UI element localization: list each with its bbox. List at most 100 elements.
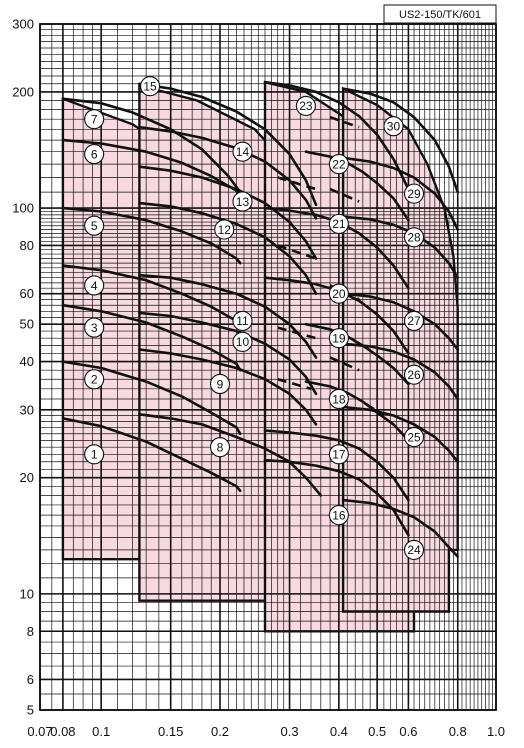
- curve-label-30: 30: [383, 116, 404, 137]
- curve-8: [138, 413, 323, 497]
- y-tick-label-3: 10: [20, 586, 34, 601]
- x-tick-labels: 0.070.08 0.1 0.15 0.2 0.3 0.4 0.5 0.6 0.8 1.0: [27, 724, 505, 739]
- x-tick-label-7: 0.5: [368, 724, 386, 739]
- curve-label-circle-17: [328, 444, 349, 465]
- operating-regions: [61, 80, 459, 633]
- curve-label-text-4: 4: [91, 279, 98, 293]
- curve-label-circle-21: [328, 213, 349, 234]
- model-label-box: US2-150/TK/601: [383, 4, 497, 24]
- curve-label-circle-26: [403, 364, 425, 385]
- curve-1: [61, 417, 242, 493]
- curve-24: [341, 498, 459, 558]
- curve-label-18: 18: [328, 388, 349, 410]
- y-tick-label-0: 5: [27, 703, 34, 718]
- curve-label-text-16: 16: [332, 508, 346, 522]
- curve-label-16: 16: [328, 505, 349, 526]
- dashed-segment-6: [329, 187, 360, 203]
- curve-label-7: 7: [84, 109, 105, 130]
- curve-7: [61, 97, 242, 194]
- x-tick-label-2: 0.1: [92, 724, 110, 739]
- curve-label-text-3: 3: [91, 321, 98, 335]
- y-tick-label-1: 6: [27, 672, 34, 687]
- curve-26: [341, 342, 459, 401]
- plot-frame: [39, 23, 497, 711]
- curve-5: [61, 206, 242, 265]
- curve-label-circle-10: [232, 331, 253, 352]
- curve-label-17: 17: [328, 444, 349, 465]
- curve-label-circle-18: [328, 388, 349, 410]
- y-tick-label-5: 30: [20, 402, 34, 417]
- curve-label-text-12: 12: [218, 223, 232, 237]
- y-tick-label-12: 300: [12, 17, 34, 32]
- curve-label-circle-6: [84, 144, 105, 165]
- x-tick-label-10: 1.0: [487, 724, 505, 739]
- curve-label-text-11: 11: [236, 314, 249, 328]
- dashed-segment-4: [277, 377, 312, 391]
- curve-label-10: 10: [232, 331, 253, 352]
- curve-label-14: 14: [232, 141, 253, 162]
- curve-label-text-14: 14: [236, 145, 250, 159]
- curve-label-circle-11: [232, 310, 253, 331]
- curve-label-text-28: 28: [407, 231, 421, 245]
- curve-label-19: 19: [328, 328, 349, 349]
- curve-2: [61, 360, 242, 436]
- y-tick-label-8: 60: [20, 286, 34, 301]
- curve-label-circle-7: [84, 109, 105, 130]
- curve-label-8: 8: [209, 437, 231, 458]
- curve-label-6: 6: [84, 144, 105, 165]
- curve-label-circle-23: [295, 95, 316, 116]
- curve-3: [61, 303, 242, 372]
- y-tick-labels: 5 6 8 10 20 30 40 50 60 80 100 200 300: [12, 17, 34, 718]
- curve-label-circle-29: [403, 183, 425, 204]
- curve-label-27: 27: [403, 310, 425, 331]
- curve-label-text-21: 21: [332, 217, 346, 231]
- curve-29: [341, 156, 459, 231]
- curve-label-circle-25: [403, 426, 425, 448]
- curve-label-circle-9: [209, 373, 231, 395]
- curve-17: [263, 429, 410, 502]
- curve-label-20: 20: [328, 283, 349, 304]
- x-tick-label-6: 0.4: [330, 724, 348, 739]
- curve-label-circle-13: [232, 191, 253, 212]
- x-tick-label-8: 0.6: [399, 724, 417, 739]
- curve-label-circle-16: [328, 505, 349, 526]
- y-tick-label-11: 200: [12, 84, 34, 99]
- curve-label-21: 21: [328, 213, 349, 234]
- curve-6: [61, 138, 242, 197]
- dashed-segment-5: [329, 115, 360, 129]
- curve-label-circle-19: [328, 328, 349, 349]
- curve-label-12: 12: [214, 219, 235, 240]
- dashed-segment-2: [277, 244, 317, 260]
- curve-21: [263, 206, 410, 290]
- curve-label-text-17: 17: [332, 448, 346, 462]
- curve-label-text-7: 7: [91, 112, 98, 126]
- curve-label-29: 29: [403, 183, 425, 204]
- curve-label-1: 1: [84, 444, 105, 465]
- curve-label-11: 11: [232, 310, 253, 331]
- curve-label-text-27: 27: [407, 314, 421, 328]
- curve-label-text-25: 25: [407, 430, 421, 444]
- y-tick-label-7: 50: [20, 317, 34, 332]
- curve-label-text-10: 10: [236, 335, 250, 349]
- curve-22: [304, 150, 410, 222]
- curve-labels: 1234567891011121314151617181920212223242…: [84, 76, 425, 560]
- curve-label-13: 13: [232, 191, 253, 212]
- curve-23: [263, 80, 410, 191]
- curve-15: [138, 82, 318, 207]
- curve-label-5: 5: [84, 215, 105, 236]
- curve-label-2: 2: [84, 369, 105, 390]
- curve-9: [138, 348, 318, 426]
- y-tick-label-2: 8: [27, 624, 34, 639]
- curve-label-circle-1: [84, 444, 105, 465]
- region-4: [341, 86, 459, 613]
- curve-label-text-29: 29: [407, 187, 421, 201]
- curve-label-22: 22: [328, 154, 349, 175]
- curve-12: [138, 201, 318, 295]
- curve-label-28: 28: [403, 227, 425, 248]
- curve-30: [341, 87, 459, 194]
- curve-label-text-6: 6: [91, 147, 98, 161]
- curve-label-text-23: 23: [299, 99, 313, 113]
- curve-label-text-26: 26: [407, 368, 421, 382]
- x-tick-label-3: 0.15: [158, 724, 183, 739]
